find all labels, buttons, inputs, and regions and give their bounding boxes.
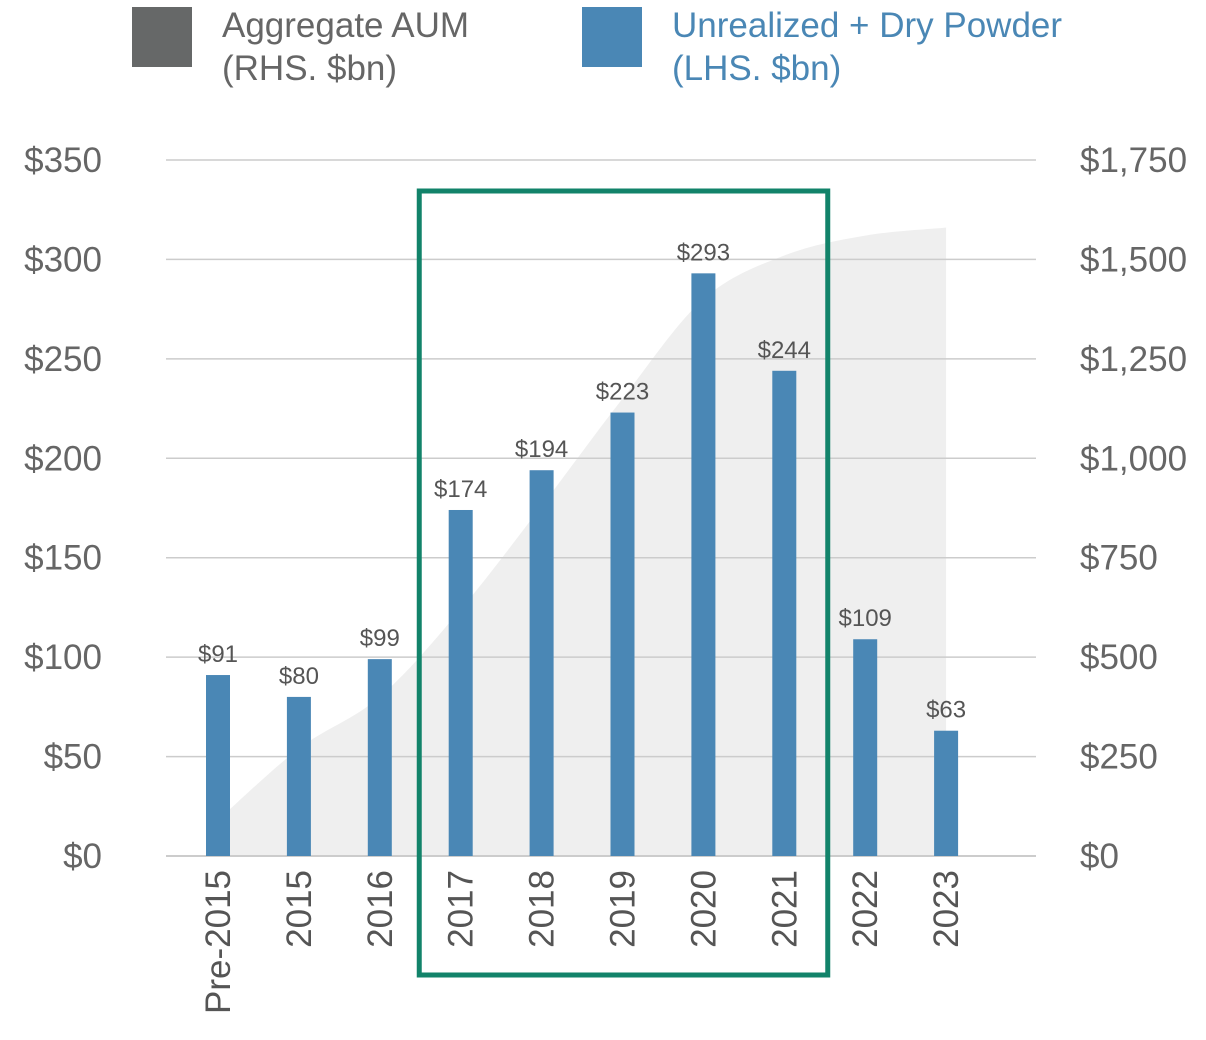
left-axis-tick-label: $50 (44, 738, 102, 777)
bar-value-label: $223 (596, 379, 649, 406)
right-axis-tick-label: $1,500 (1080, 240, 1187, 279)
left-axis-tick-label: $250 (24, 340, 102, 379)
right-axis-tick-label: $1,250 (1080, 340, 1187, 379)
legend-aum-line2: (RHS. $bn) (222, 49, 397, 88)
category-label: 2021 (765, 870, 804, 948)
right-axis-tick-label: $1,000 (1080, 439, 1187, 478)
bar-value-label: $109 (839, 605, 892, 632)
bar (853, 639, 878, 856)
bar-value-label: $244 (758, 337, 811, 364)
category-label: 2017 (442, 870, 481, 948)
right-axis-tick-label: $1,750 (1080, 141, 1187, 180)
right-axis-tick-label: $250 (1080, 738, 1158, 777)
bar-value-label: $63 (926, 697, 966, 724)
bar-value-label: $91 (198, 641, 238, 668)
bar (934, 730, 959, 856)
highlight-box (416, 188, 831, 978)
category-label: 2020 (684, 870, 723, 948)
legend-aum-line1: Aggregate AUM (222, 6, 469, 45)
bar (691, 273, 716, 856)
bar (367, 659, 392, 856)
legend-swatch-aum (132, 7, 192, 67)
left-axis-tick-label: $0 (63, 837, 102, 876)
bar (772, 370, 797, 856)
category-label: Pre-2015 (199, 870, 238, 1014)
category-label: 2019 (604, 870, 643, 948)
legend: Aggregate AUM (RHS. $bn) Unrealized + Dr… (132, 6, 1062, 88)
legend-bars-line2: (LHS. $bn) (672, 49, 841, 88)
aum-area (218, 227, 947, 856)
plot-area: $0 $50 $100 $150 $200 $250 $300 $350 $0 $250 $500 $… (24, 141, 1187, 1014)
bar (448, 509, 473, 856)
bar (206, 675, 230, 856)
bar (529, 470, 554, 856)
bar-value-label: $99 (360, 625, 400, 652)
legend-swatch-bars (582, 7, 642, 67)
category-label: 2022 (846, 870, 885, 948)
bar-value-label: $174 (434, 476, 487, 503)
left-axis-tick-label: $150 (24, 539, 102, 578)
left-axis-tick-label: $300 (24, 240, 102, 279)
left-axis-tick-label: $100 (24, 638, 102, 677)
category-label: 2023 (927, 870, 966, 948)
right-axis-tick-label: $750 (1080, 539, 1158, 578)
bar-value-label: $194 (515, 436, 568, 463)
category-label: 2018 (523, 870, 562, 948)
legend-bars-line1: Unrealized + Dry Powder (672, 6, 1062, 45)
category-label: 2016 (361, 870, 400, 948)
right-axis-tick-label: $500 (1080, 638, 1158, 677)
bar (286, 696, 311, 856)
right-axis-tick-label: $0 (1080, 837, 1119, 876)
bar (610, 412, 635, 856)
bar-value-label: $80 (279, 663, 319, 690)
bar-value-label: $293 (677, 239, 730, 266)
left-axis-tick-label: $350 (24, 141, 102, 180)
category-label: 2015 (280, 870, 319, 948)
left-axis-tick-label: $200 (24, 439, 102, 478)
